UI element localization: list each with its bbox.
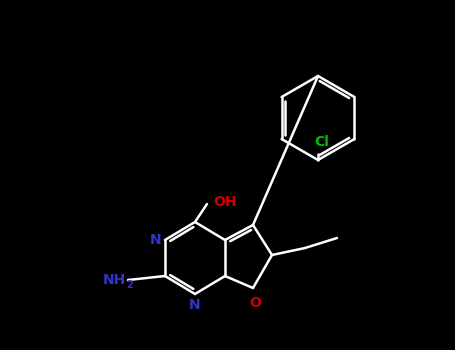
Text: NH: NH — [103, 273, 126, 287]
Text: 2: 2 — [126, 280, 133, 290]
Text: OH: OH — [213, 195, 237, 209]
Text: N: N — [149, 233, 161, 247]
Text: Cl: Cl — [314, 135, 329, 149]
Text: N: N — [189, 298, 201, 312]
Text: O: O — [249, 296, 261, 310]
